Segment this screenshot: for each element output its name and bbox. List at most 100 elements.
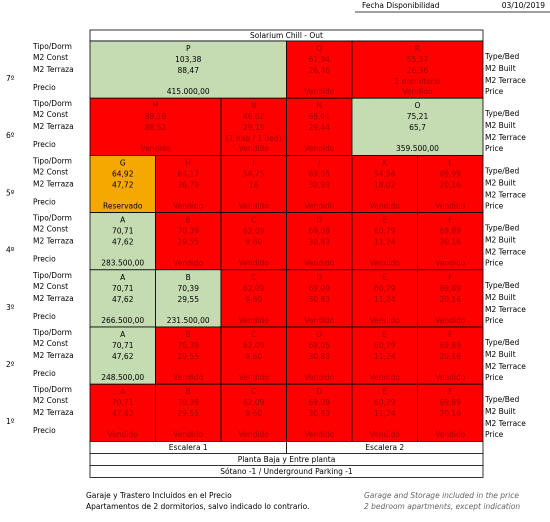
row-label: Precio	[33, 426, 56, 435]
unit-status: Vendido	[304, 430, 335, 439]
unit-text: 69,99	[440, 169, 462, 178]
unit-text: 60,79	[374, 284, 396, 293]
floor-label: 5º	[6, 188, 15, 197]
unit-text: E	[382, 216, 387, 225]
unit-text: 70,39	[178, 227, 200, 236]
row-label: Tipo/Dorm	[32, 385, 72, 394]
unit-text: B	[186, 216, 191, 225]
unit-text: C	[251, 273, 256, 282]
unit-text: M	[152, 101, 158, 110]
unit-text: 69,09	[309, 398, 331, 407]
unit-cell	[351, 40, 484, 99]
unit-status: Vendido	[108, 430, 139, 439]
unit-text: K	[382, 158, 388, 167]
unit-text: 64,92	[112, 169, 134, 178]
unit-status: Vendido	[304, 201, 335, 210]
unit-text: 9,60	[245, 295, 262, 304]
row-label-en: M2 Terrace	[485, 305, 526, 314]
row-label: Precio	[33, 197, 56, 206]
unit-text: 70,39	[178, 398, 200, 407]
stair-label: Escalera 1	[169, 443, 208, 452]
unit-text: 11,24	[374, 409, 396, 418]
unit-text: 69,05	[309, 169, 331, 178]
unit-text: F	[448, 273, 452, 282]
unit-text: D	[316, 273, 322, 282]
unit-text: 69,05	[309, 341, 331, 350]
unit-text: 75,21	[407, 112, 429, 121]
unit-cell	[417, 383, 484, 442]
unit-status: 248.500,00	[101, 373, 144, 382]
unit-cell	[89, 326, 156, 385]
unit-text: 20,16	[440, 238, 462, 247]
row-label: Precio	[33, 140, 56, 149]
unit-text: 29,55	[178, 409, 200, 418]
unit-text: 69,89	[440, 227, 462, 236]
row-label: Tipo/Dorm	[32, 42, 72, 51]
unit-status: Vendido	[173, 201, 204, 210]
row-label-en: Type/Bed	[484, 109, 520, 118]
row-label-en: Type/Bed	[484, 166, 520, 175]
unit-text: 47,62	[112, 238, 134, 247]
unit-status: Vendido	[239, 373, 270, 382]
row-label-en: Type/Bed	[484, 52, 520, 61]
unit-text: L	[448, 158, 453, 167]
floor-label: 1º	[6, 417, 15, 426]
unit-text: 70,71	[112, 341, 134, 350]
unit-text: 88,47	[178, 66, 200, 75]
unit-text: D	[316, 216, 322, 225]
unit-text: 65,7	[409, 123, 426, 132]
unit-text: 9,60	[245, 352, 262, 361]
floor-label: 6º	[6, 131, 15, 140]
row-label: M2 Terraza	[33, 408, 74, 417]
row-label-en: M2 Built	[485, 178, 516, 187]
unit-cell	[417, 269, 484, 328]
unit-status: Vendido	[304, 373, 335, 382]
note-en: Garage and Storage included in the price	[364, 491, 519, 500]
unit-text: A	[120, 216, 126, 225]
unit-status: 415.000,00	[167, 87, 210, 96]
row-label-en: M2 Built	[485, 121, 516, 130]
row-label-en: M2 Built	[485, 64, 516, 73]
unit-status: Vendido	[239, 201, 270, 210]
unit-text: 60,79	[374, 227, 396, 236]
unit-text: N	[316, 101, 322, 110]
unit-text: 60,79	[374, 398, 396, 407]
unit-status: Vendido	[370, 373, 401, 382]
unit-text: P	[186, 44, 191, 53]
unit-text: 47,62	[112, 352, 134, 361]
unit-status: Vendido	[173, 373, 204, 382]
unit-text: 1 dormitorio	[394, 77, 441, 86]
unit-cell	[286, 97, 353, 156]
unit-text: F	[448, 387, 452, 396]
unit-text: C	[251, 330, 256, 339]
unit-text: 46,02	[243, 112, 265, 121]
unit-text: 89,19	[145, 112, 167, 121]
row-label: Precio	[33, 255, 56, 264]
unit-status: 231.500,00	[167, 316, 210, 325]
unit-text: D	[316, 387, 322, 396]
row-label: M2 Const	[33, 110, 68, 119]
unit-status: Vendido	[239, 144, 270, 153]
row-label-en: M2 Terrace	[485, 76, 526, 85]
unit-cell	[351, 212, 418, 271]
unit-cell	[220, 383, 287, 442]
row-label-en: M2 Terrace	[485, 419, 526, 428]
unit-text: 29,15	[243, 123, 265, 132]
row-label: Precio	[33, 312, 56, 321]
unit-cell	[89, 383, 156, 442]
unit-text: 62,09	[243, 284, 265, 293]
unit-status: Vendido	[435, 316, 466, 325]
unit-text: E	[382, 273, 387, 282]
unit-text: B	[186, 387, 191, 396]
unit-text: B	[186, 273, 191, 282]
unit-text: 62,09	[243, 341, 265, 350]
unit-text: 29,44	[309, 123, 331, 132]
unit-cell	[89, 97, 222, 156]
unit-text: 70,71	[112, 398, 134, 407]
unit-text: 30,83	[309, 409, 331, 418]
unit-cell	[417, 326, 484, 385]
row-label: M2 Terraza	[33, 65, 74, 74]
row-label: M2 Terraza	[33, 122, 74, 131]
unit-text: F	[448, 330, 452, 339]
unit-cell	[286, 383, 353, 442]
